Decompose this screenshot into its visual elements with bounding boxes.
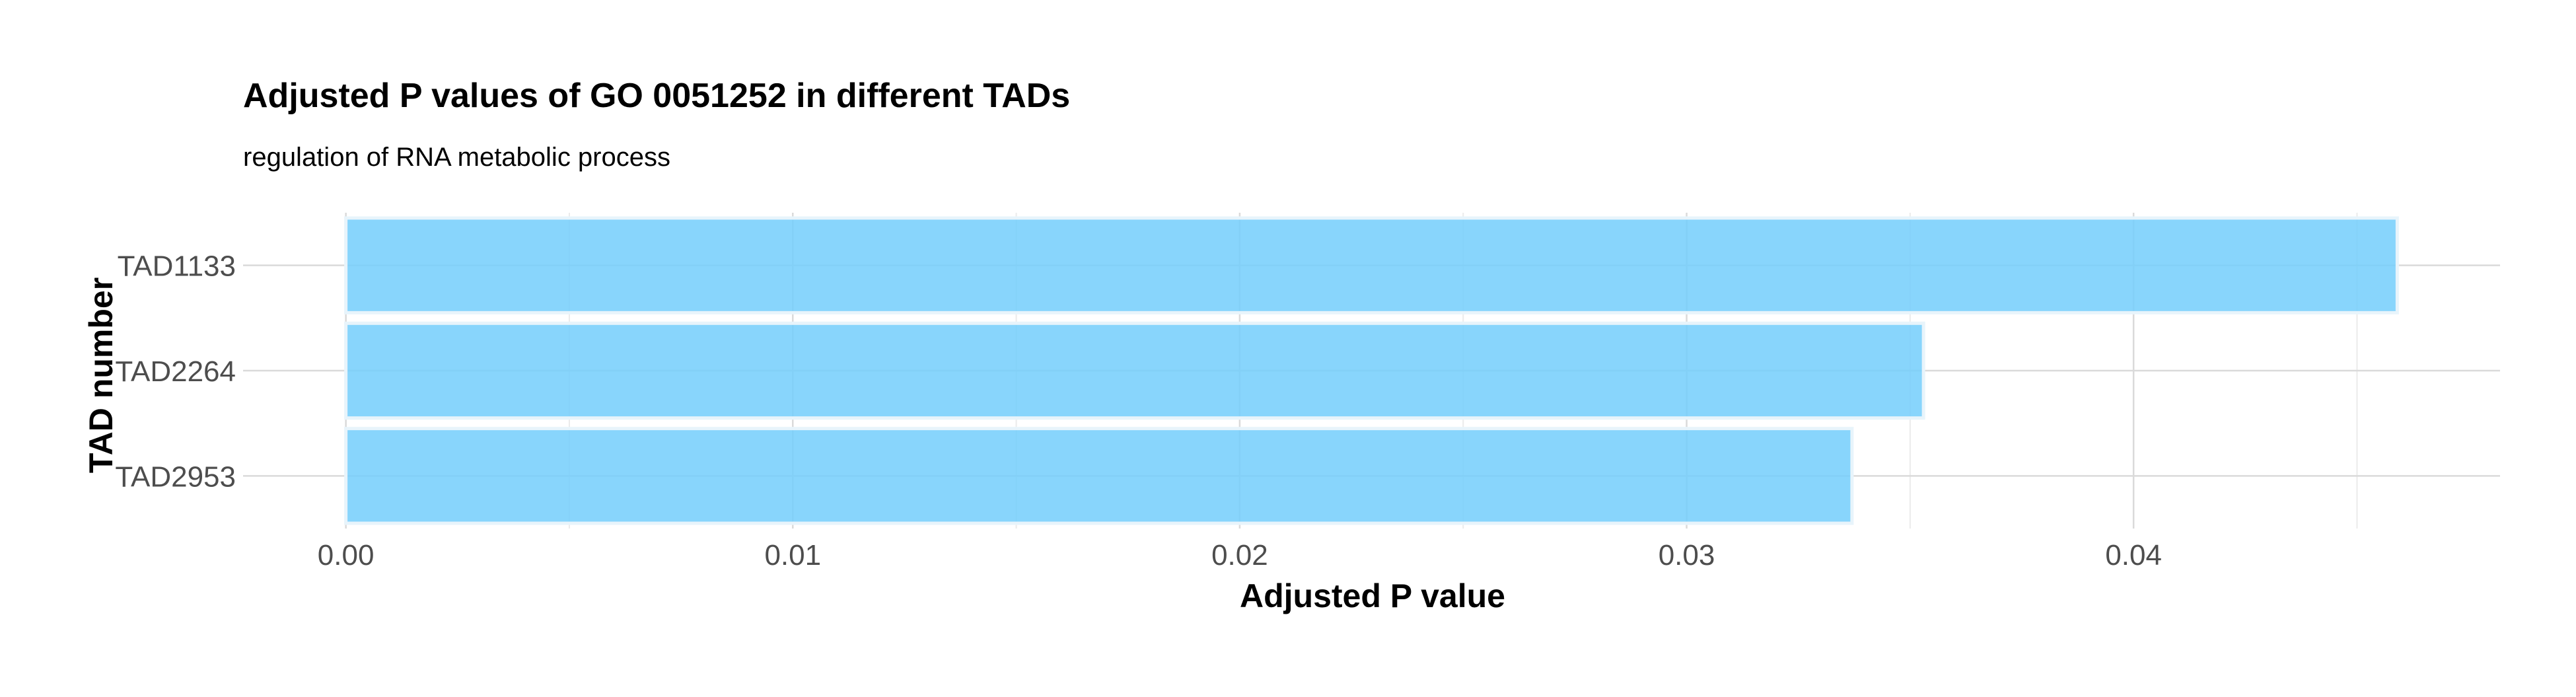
y-axis-label: TAD number — [83, 277, 120, 473]
x-tick-label: 0.01 — [764, 539, 821, 571]
chart-subtitle: regulation of RNA metabolic process — [243, 143, 670, 172]
bar-tad2953 — [344, 427, 1854, 525]
x-tick-label: 0.03 — [1659, 539, 1715, 571]
x-tick-label: 0.04 — [2105, 539, 2162, 571]
bar-tad2264 — [344, 321, 1925, 420]
y-tick-label: TAD2264 — [115, 355, 236, 388]
x-tick-label: 0.00 — [318, 539, 375, 571]
tick-layer: 0.00 0.01 0.02 0.03 0.04 TAD1133 TAD2264 TAD295… — [115, 250, 2162, 571]
y-tick-label: TAD1133 — [118, 250, 236, 283]
y-tick-label: TAD2953 — [115, 460, 236, 493]
bar-tad1133 — [344, 216, 2399, 314]
x-axis-label: Adjusted P value — [1240, 577, 1505, 614]
chart-title: Adjusted P values of GO 0051252 in diffe… — [243, 77, 1070, 115]
x-tick-label: 0.02 — [1211, 539, 1268, 571]
bar-layer — [344, 216, 2399, 525]
